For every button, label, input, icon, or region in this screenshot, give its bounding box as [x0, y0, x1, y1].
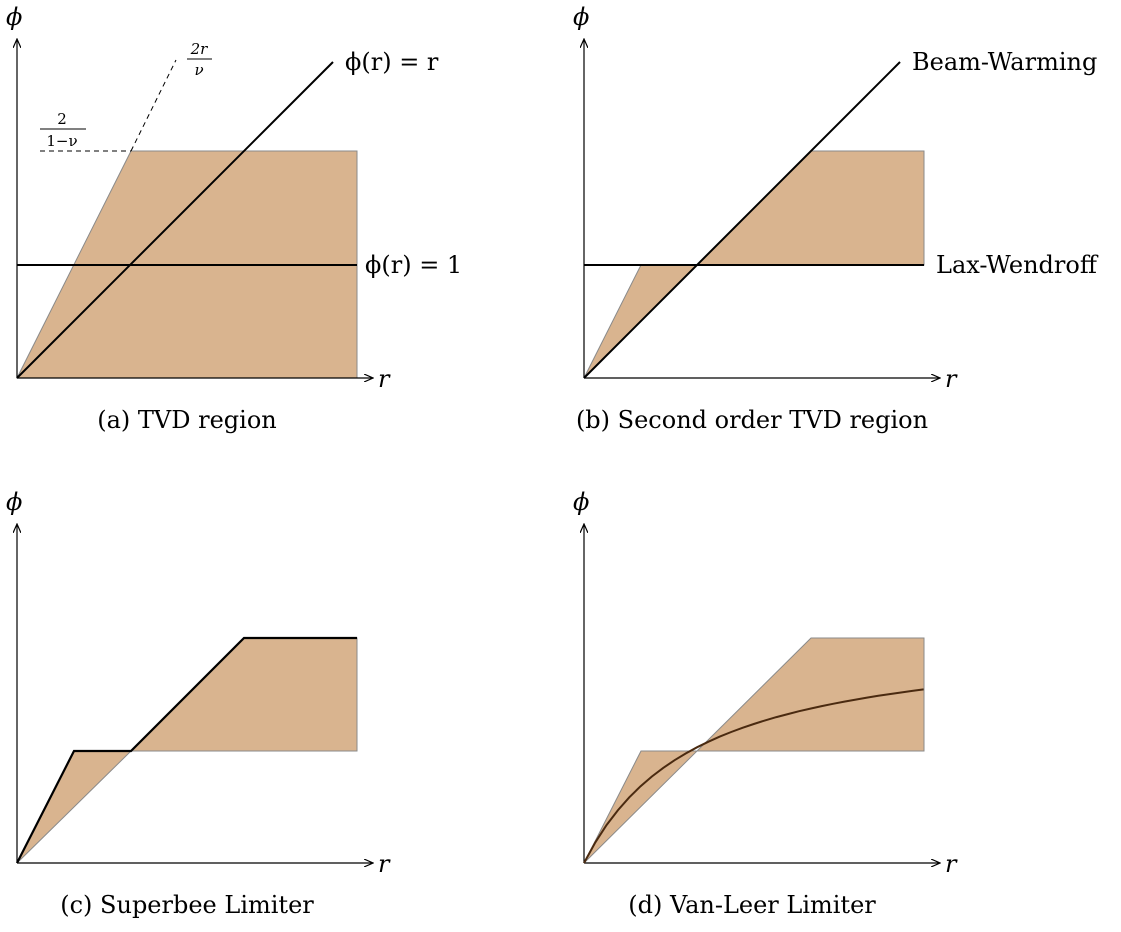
label-beam-warming: Beam-Warming: [912, 48, 1097, 76]
panel-c: ϕ r (c) Superbee Limiter: [6, 488, 391, 919]
line-phi-equals-r: [16, 61, 334, 379]
caption-c: (c) Superbee Limiter: [60, 891, 314, 919]
y-axis-label: ϕ: [6, 3, 22, 31]
caption-d: (d) Van-Leer Limiter: [628, 891, 876, 919]
y-axis-label: ϕ: [573, 488, 589, 516]
label-lax-wendroff: Lax-Wendroff: [936, 251, 1099, 279]
second-order-region: [16, 750, 133, 864]
label-phi-r: ϕ(r) = r: [345, 48, 439, 76]
second-order-region: [583, 750, 699, 864]
beam-warming-line: [583, 61, 901, 379]
x-axis-label: r: [378, 850, 391, 878]
caption-b: (b) Second order TVD region: [576, 406, 928, 434]
y-axis-label: ϕ: [573, 3, 589, 31]
van-leer-limiter-curve: [583, 688, 924, 864]
fraction-denominator: ν: [194, 61, 203, 79]
second-order-region-upper: [129, 637, 358, 752]
x-axis-label: r: [378, 365, 391, 393]
y-axis-label: ϕ: [6, 488, 22, 516]
panel-b: ϕ r Beam-Warming Lax-Wendroff (b) Second…: [573, 3, 1099, 434]
x-axis-label: r: [945, 850, 958, 878]
fraction-2r-over-nu: 2r ν: [187, 40, 212, 79]
caption-a: (a) TVD region: [97, 406, 277, 434]
fraction-numerator: 2r: [190, 40, 209, 58]
fraction-numerator: 2: [57, 110, 67, 128]
second-order-region-upper: [695, 637, 925, 752]
panel-d: ϕ r (d) Van-Leer Limiter: [573, 488, 958, 919]
dashed-2r-over-nu: [130, 59, 177, 152]
second-order-region-upper: [695, 150, 925, 266]
x-axis-label: r: [945, 365, 958, 393]
superbee-limiter-curve: [16, 636, 357, 864]
fraction-denominator: 1−ν: [46, 132, 77, 150]
panel-a: ϕ r ϕ(r) = r ϕ(r) = 1 2r ν 2 1−ν (a) TVD…: [6, 3, 462, 434]
label-phi-1: ϕ(r) = 1: [365, 251, 462, 279]
fraction-2-over-1-minus-nu: 2 1−ν: [40, 110, 86, 150]
